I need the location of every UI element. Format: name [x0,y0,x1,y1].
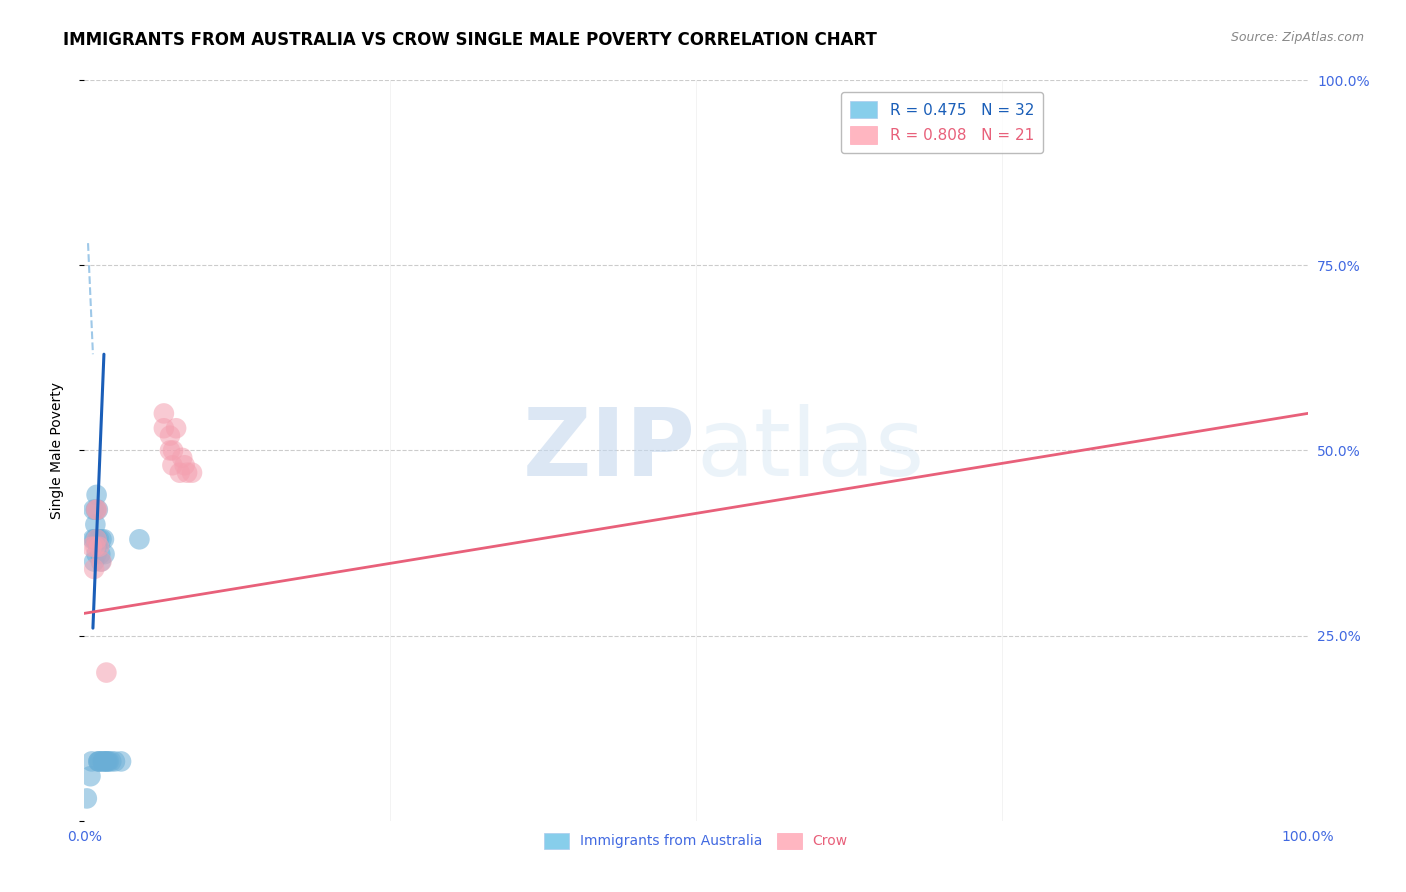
Point [94,755,117,769]
Point [100,755,122,769]
Text: IMMIGRANTS FROM AUSTRALIA VS CROW SINGLE MALE POVERTY CORRELATION CHART: IMMIGRANTS FROM AUSTRALIA VS CROW SINGLE… [63,31,877,49]
Point [89,755,111,769]
Point [97,755,120,769]
Point [91,755,114,769]
Point [96,755,118,769]
Point [93,547,115,561]
Point [128,533,150,547]
Point [87,755,110,769]
Text: Source: ZipAtlas.com: Source: ZipAtlas.com [1230,31,1364,45]
Y-axis label: Single Male Poverty: Single Male Poverty [49,382,63,519]
Point [87,540,110,554]
Text: ZIP: ZIP [523,404,696,497]
Point [90,555,112,569]
Point [76,791,98,805]
Point [153,407,176,421]
Point [86,488,108,502]
Point [80,540,103,554]
Point [86,547,108,561]
Point [84,540,107,554]
Point [80,755,103,769]
Point [181,466,204,480]
Point [165,421,187,435]
Point [86,502,108,516]
Point [90,533,112,547]
Point [86,533,108,547]
Point [90,555,112,569]
Point [97,755,120,769]
Point [87,502,110,516]
Point [87,533,110,547]
Point [169,466,191,480]
Point [84,502,107,516]
Point [87,755,110,769]
Point [83,555,105,569]
Point [84,517,107,532]
Point [172,450,194,465]
Point [176,466,198,480]
Point [89,547,111,561]
Point [83,562,105,576]
Point [84,502,107,516]
Point [91,755,114,769]
Point [173,458,195,473]
Point [110,755,132,769]
Point [83,502,105,516]
Point [79,769,101,783]
Legend: Immigrants from Australia, Crow: Immigrants from Australia, Crow [538,827,853,855]
Point [93,533,115,547]
Point [159,443,181,458]
Point [82,533,104,547]
Point [104,755,127,769]
Point [96,665,118,680]
Point [83,533,105,547]
Point [162,443,184,458]
Point [153,421,176,435]
Point [86,533,108,547]
Point [159,428,181,442]
Point [162,458,184,473]
Text: atlas: atlas [696,404,924,497]
